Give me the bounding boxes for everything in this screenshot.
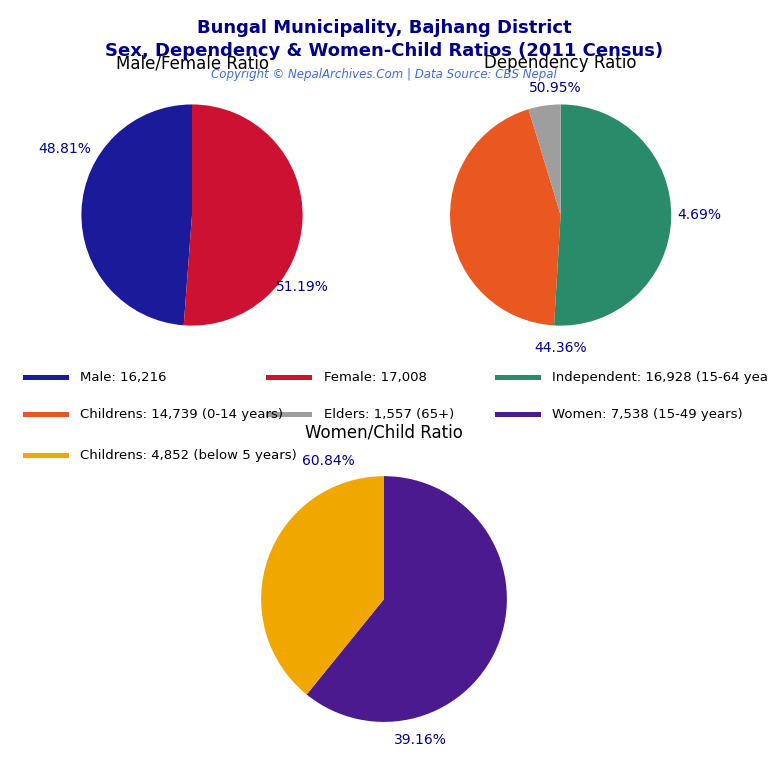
Bar [266, 412, 313, 417]
Wedge shape [261, 476, 384, 694]
Text: Female: 17,008: Female: 17,008 [323, 371, 426, 383]
Text: Independent: 16,928 (15-64 years): Independent: 16,928 (15-64 years) [552, 371, 768, 383]
Text: Male: 16,216: Male: 16,216 [80, 371, 167, 383]
Wedge shape [306, 476, 507, 722]
Wedge shape [450, 109, 561, 326]
Wedge shape [554, 104, 671, 326]
Text: Elders: 1,557 (65+): Elders: 1,557 (65+) [323, 409, 454, 421]
Text: Women: 7,538 (15-49 years): Women: 7,538 (15-49 years) [552, 409, 743, 421]
Text: Bungal Municipality, Bajhang District: Bungal Municipality, Bajhang District [197, 19, 571, 37]
Text: Childrens: 14,739 (0-14 years): Childrens: 14,739 (0-14 years) [80, 409, 283, 421]
Text: 44.36%: 44.36% [535, 341, 587, 355]
Text: Sex, Dependency & Women-Child Ratios (2011 Census): Sex, Dependency & Women-Child Ratios (20… [105, 42, 663, 60]
Text: 4.69%: 4.69% [677, 208, 721, 222]
Wedge shape [81, 104, 192, 326]
Bar [23, 453, 69, 458]
Title: Male/Female Ratio: Male/Female Ratio [115, 55, 269, 72]
Text: 39.16%: 39.16% [395, 733, 447, 747]
Text: 48.81%: 48.81% [38, 141, 91, 156]
Wedge shape [528, 104, 561, 215]
Bar [495, 412, 541, 417]
Bar [23, 412, 69, 417]
Wedge shape [184, 104, 303, 326]
Title: Women/Child Ratio: Women/Child Ratio [305, 423, 463, 441]
Title: Dependency Ratio: Dependency Ratio [485, 55, 637, 72]
Bar [266, 375, 313, 379]
Bar [495, 375, 541, 379]
Text: 60.84%: 60.84% [303, 455, 355, 468]
Bar [23, 375, 69, 379]
Text: 50.95%: 50.95% [529, 81, 581, 95]
Text: 51.19%: 51.19% [276, 280, 329, 294]
Text: Childrens: 4,852 (below 5 years): Childrens: 4,852 (below 5 years) [80, 449, 297, 462]
Text: Copyright © NepalArchives.Com | Data Source: CBS Nepal: Copyright © NepalArchives.Com | Data Sou… [211, 68, 557, 81]
